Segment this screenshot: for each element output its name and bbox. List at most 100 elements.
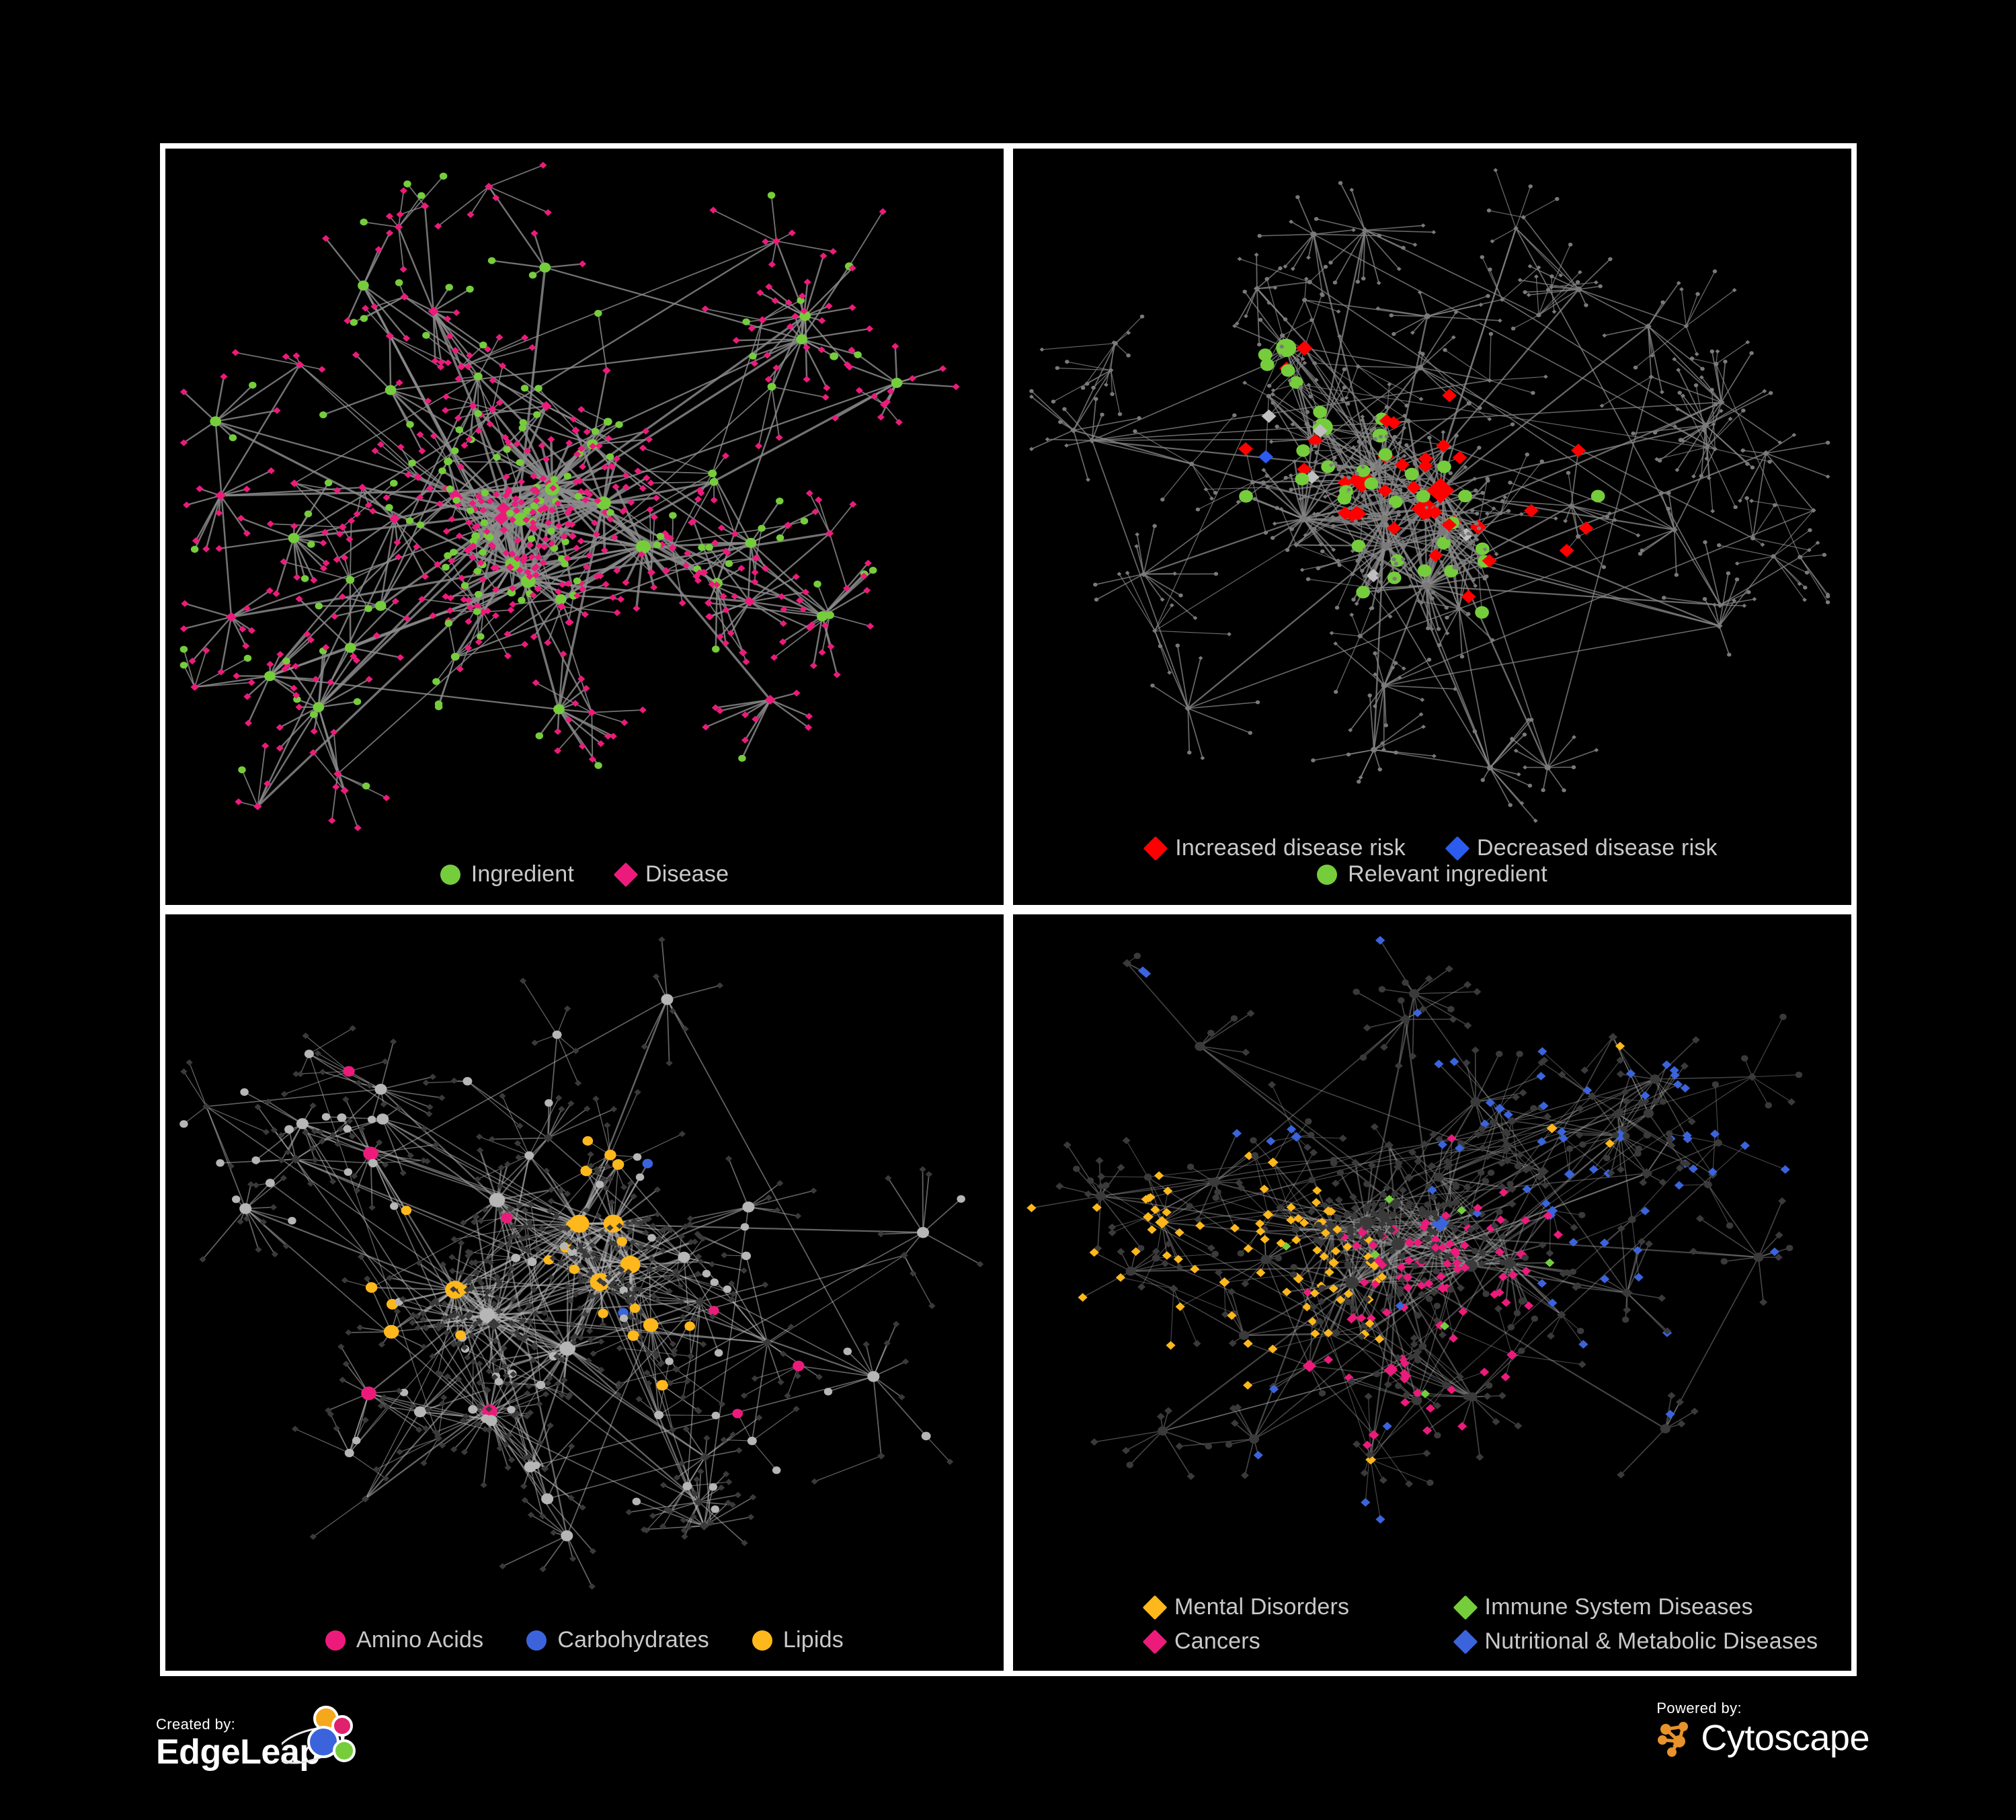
network-node[interactable] — [563, 472, 572, 480]
network-node[interactable] — [1396, 266, 1402, 272]
network-node[interactable] — [1424, 505, 1429, 510]
network-node[interactable] — [744, 596, 752, 604]
network-node[interactable] — [309, 1145, 317, 1152]
network-node[interactable] — [1670, 1070, 1680, 1080]
network-node[interactable] — [1617, 1166, 1625, 1173]
network-node[interactable] — [512, 1404, 520, 1411]
network-node[interactable] — [1383, 723, 1389, 727]
network-node[interactable] — [1194, 1216, 1203, 1224]
network-node[interactable] — [1469, 508, 1475, 513]
network-node[interactable] — [594, 1212, 602, 1220]
network-node[interactable] — [604, 1149, 616, 1160]
network-node[interactable] — [1566, 471, 1571, 475]
network-node[interactable] — [1445, 536, 1451, 540]
network-node[interactable] — [1425, 1404, 1435, 1413]
network-node[interactable] — [1387, 543, 1392, 547]
network-node[interactable] — [1631, 431, 1636, 436]
network-node[interactable] — [1086, 1177, 1094, 1184]
network-node[interactable] — [276, 651, 284, 658]
network-node[interactable] — [1557, 1127, 1567, 1136]
network-node[interactable] — [1387, 1363, 1398, 1373]
network-node[interactable] — [550, 545, 559, 552]
network-node[interactable] — [1287, 379, 1293, 383]
network-node[interactable] — [328, 817, 336, 824]
network-node[interactable] — [1264, 277, 1269, 281]
network-node[interactable] — [1670, 526, 1678, 533]
network-node[interactable] — [579, 463, 587, 471]
network-node[interactable] — [1278, 266, 1283, 271]
network-node[interactable] — [1710, 509, 1716, 514]
network-node[interactable] — [280, 1091, 288, 1097]
network-node[interactable] — [652, 1349, 659, 1356]
network-node[interactable] — [506, 510, 514, 517]
network-node[interactable] — [530, 1357, 537, 1363]
network-node[interactable] — [1309, 318, 1314, 322]
network-node[interactable] — [1506, 1349, 1518, 1360]
network-node[interactable] — [1384, 434, 1389, 439]
network-node[interactable] — [1485, 1098, 1496, 1107]
network-node[interactable] — [1243, 1381, 1253, 1390]
network-node[interactable] — [497, 1183, 504, 1189]
network-node[interactable] — [541, 1493, 554, 1505]
network-node[interactable] — [1535, 1173, 1544, 1181]
network-node[interactable] — [716, 633, 724, 641]
network-node[interactable] — [1303, 1288, 1313, 1297]
network-node[interactable] — [1483, 1392, 1492, 1400]
network-node[interactable] — [311, 1128, 319, 1135]
network-node[interactable] — [1494, 552, 1499, 557]
network-node[interactable] — [296, 1070, 305, 1078]
network-node[interactable] — [490, 1300, 497, 1307]
network-node[interactable] — [1431, 230, 1437, 235]
network-node[interactable] — [1634, 1150, 1642, 1157]
network-node[interactable] — [1712, 269, 1718, 274]
network-node[interactable] — [1694, 352, 1699, 356]
network-node[interactable] — [1625, 1069, 1636, 1078]
network-node[interactable] — [690, 518, 698, 525]
network-node[interactable] — [1377, 1272, 1387, 1281]
network-node[interactable] — [732, 1409, 743, 1419]
network-node[interactable] — [361, 305, 370, 312]
network-node[interactable] — [1154, 1171, 1164, 1180]
network-node[interactable] — [1394, 491, 1399, 496]
network-node[interactable] — [426, 1103, 434, 1111]
network-node[interactable] — [1487, 1169, 1495, 1177]
network-node[interactable] — [504, 1381, 512, 1388]
network-node[interactable] — [365, 1282, 378, 1293]
network-node[interactable] — [1346, 487, 1351, 492]
network-node[interactable] — [465, 1252, 472, 1259]
network-node[interactable] — [775, 434, 783, 441]
network-graph-disease-class[interactable] — [1013, 914, 1851, 1671]
network-node[interactable] — [516, 459, 524, 467]
network-node[interactable] — [1463, 981, 1472, 988]
network-node[interactable] — [648, 1255, 655, 1262]
network-node[interactable] — [866, 623, 875, 630]
network-node[interactable] — [637, 1244, 645, 1251]
network-node[interactable] — [1429, 1193, 1438, 1201]
network-node[interactable] — [382, 1475, 389, 1482]
network-node[interactable] — [1337, 448, 1342, 453]
network-node[interactable] — [509, 600, 517, 608]
network-node[interactable] — [1651, 1098, 1660, 1105]
network-node[interactable] — [380, 1101, 387, 1108]
network-node[interactable] — [232, 1195, 241, 1203]
network-node[interactable] — [1377, 1261, 1387, 1269]
network-node[interactable] — [1150, 683, 1155, 688]
network-node[interactable] — [1478, 405, 1482, 410]
network-node[interactable] — [1451, 1226, 1459, 1234]
network-node[interactable] — [723, 549, 731, 557]
network-node[interactable] — [592, 1256, 600, 1263]
network-node[interactable] — [738, 754, 746, 762]
network-node[interactable] — [1402, 516, 1407, 520]
network-node[interactable] — [762, 1281, 769, 1288]
network-node[interactable] — [659, 1247, 667, 1254]
network-node[interactable] — [633, 1153, 642, 1161]
network-node[interactable] — [491, 1357, 498, 1363]
network-node[interactable] — [518, 596, 526, 604]
network-node[interactable] — [1702, 597, 1707, 601]
network-node[interactable] — [311, 1156, 319, 1163]
network-node[interactable] — [530, 633, 538, 641]
network-node[interactable] — [653, 541, 661, 549]
network-node[interactable] — [1459, 1241, 1469, 1250]
network-node[interactable] — [663, 1506, 671, 1513]
network-node[interactable] — [539, 161, 547, 169]
